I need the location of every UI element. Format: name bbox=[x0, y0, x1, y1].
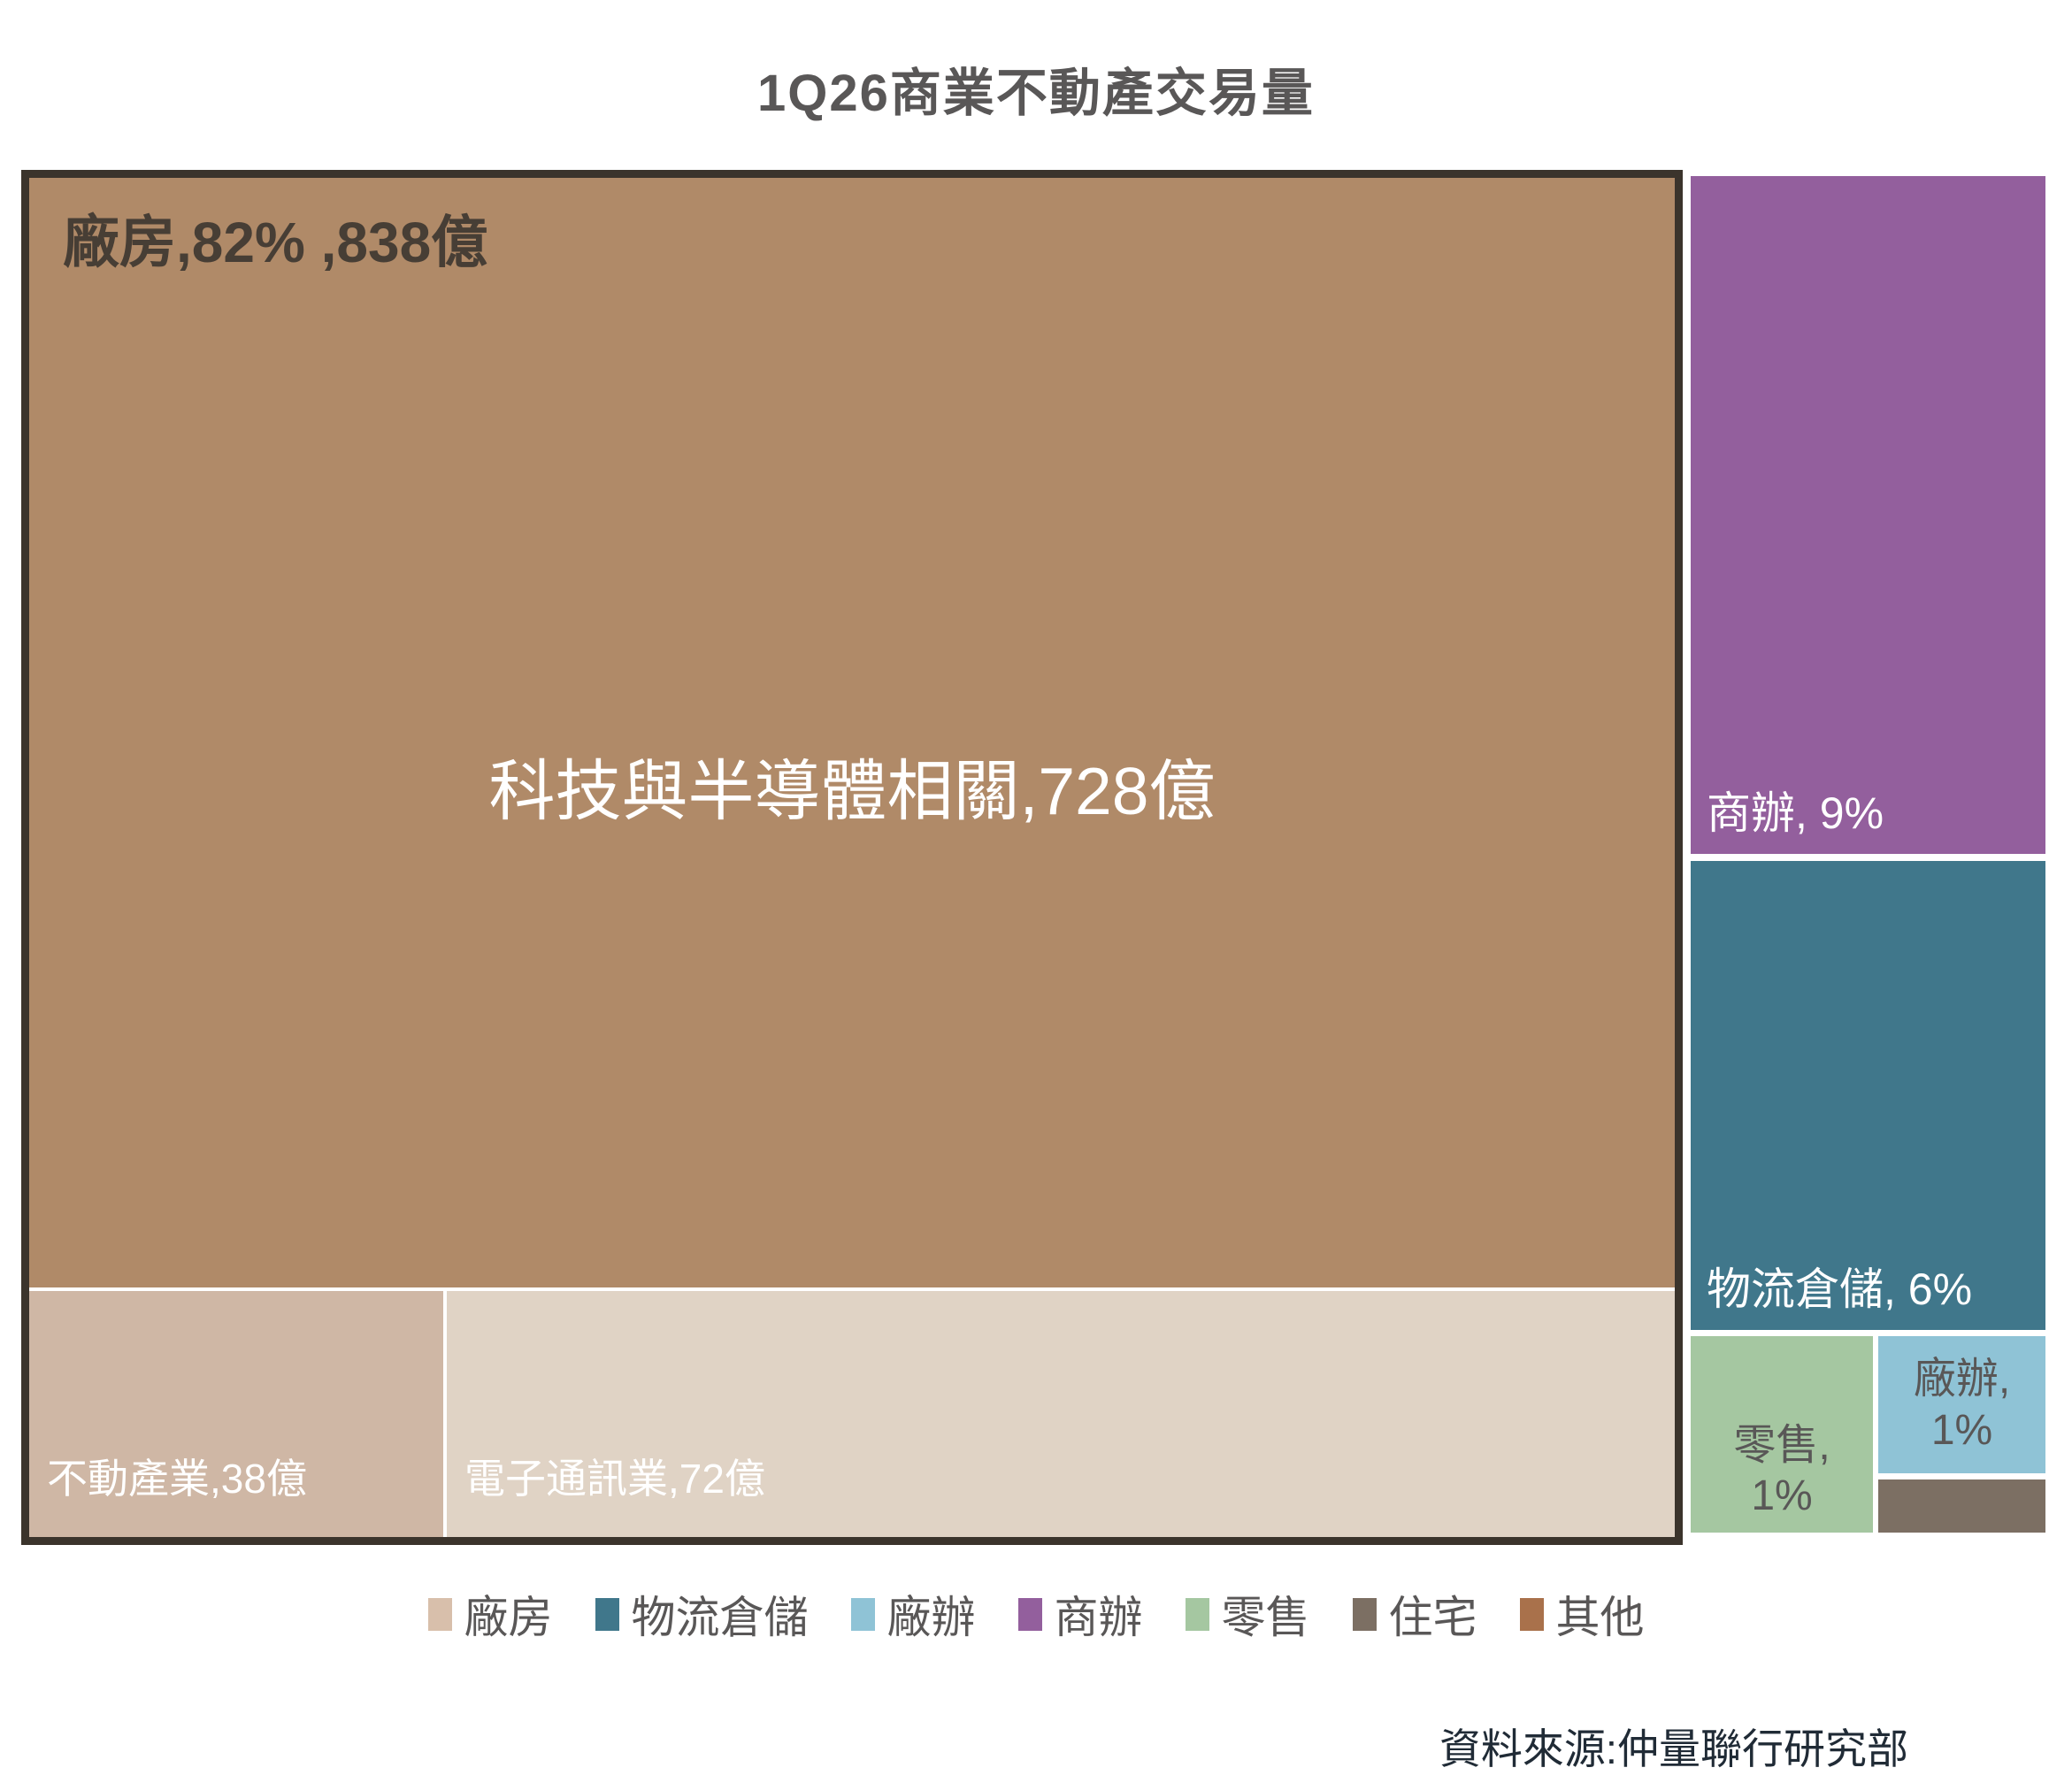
real-estate-block: 不動產業,38億 bbox=[29, 1291, 443, 1537]
logistics-block: 物流倉儲, 6% bbox=[1691, 861, 2045, 1330]
legend-item-office: 商辦 bbox=[1017, 1582, 1143, 1646]
legend-label: 其他 bbox=[1555, 1593, 1645, 1642]
factory-group-label: 廠房,82% ,838億 bbox=[63, 211, 488, 274]
legend-label: 住宅 bbox=[1388, 1593, 1477, 1642]
legend: 廠房 物流倉儲 廠辦 商辦 零售 住宅 其他 bbox=[0, 1582, 2072, 1646]
residential-block bbox=[1878, 1479, 2045, 1533]
source-note: 資料來源:仲量聯行研究部 bbox=[1439, 1725, 1908, 1772]
legend-item-retail: 零售 bbox=[1185, 1582, 1310, 1646]
retail-label-line1: 零售, bbox=[1733, 1421, 1830, 1469]
tech-semiconductor-label: 科技與半導體相關,728億 bbox=[488, 754, 1216, 828]
factory-office-swatch-icon bbox=[850, 1597, 875, 1631]
logistics-swatch-icon bbox=[595, 1597, 619, 1631]
legend-label: 廠辦 bbox=[886, 1593, 976, 1642]
chart-title: 1Q26商業不動產交易量 bbox=[757, 65, 1315, 122]
tech-semiconductor-block: 廠房,82% ,838億 科技與半導體相關,728億 bbox=[29, 178, 1675, 1287]
residential-swatch-icon bbox=[1352, 1597, 1377, 1631]
other-swatch-icon bbox=[1519, 1597, 1544, 1631]
office-swatch-icon bbox=[1017, 1597, 1042, 1631]
legend-label: 廠房 bbox=[464, 1593, 553, 1642]
factory-office-block: 廠辦, 1% bbox=[1878, 1336, 2045, 1473]
legend-item-factory: 廠房 bbox=[427, 1582, 553, 1646]
legend-label: 商辦 bbox=[1054, 1593, 1143, 1642]
electronics-label: 電子通訊業,72億 bbox=[464, 1456, 765, 1502]
legend-label: 零售 bbox=[1221, 1593, 1310, 1642]
retail-label-line2: 1% bbox=[1751, 1472, 1813, 1520]
retail-block: 零售, 1% bbox=[1691, 1336, 1873, 1533]
real-estate-label: 不動產業,38億 bbox=[47, 1456, 307, 1502]
logistics-label: 物流倉儲, 6% bbox=[1707, 1264, 1973, 1314]
legend-item-factory-office: 廠辦 bbox=[850, 1582, 976, 1646]
factory-office-label-line1: 廠辦, bbox=[1913, 1355, 2011, 1403]
office-label: 商辦, 9% bbox=[1707, 788, 1884, 838]
office-block: 商辦, 9% bbox=[1691, 176, 2045, 854]
factory-office-label-line2: 1% bbox=[1930, 1406, 1993, 1454]
factory-group-block: 廠房,82% ,838億 科技與半導體相關,728億 不動產業,38億 電子通訊… bbox=[21, 170, 1683, 1545]
electronics-block: 電子通訊業,72億 bbox=[447, 1291, 1675, 1537]
legend-item-logistics: 物流倉儲 bbox=[595, 1582, 809, 1646]
legend-item-other: 其他 bbox=[1519, 1582, 1645, 1646]
legend-label: 物流倉儲 bbox=[631, 1593, 809, 1642]
factory-swatch-icon bbox=[427, 1597, 452, 1631]
retail-swatch-icon bbox=[1185, 1597, 1209, 1631]
legend-item-residential: 住宅 bbox=[1352, 1582, 1477, 1646]
